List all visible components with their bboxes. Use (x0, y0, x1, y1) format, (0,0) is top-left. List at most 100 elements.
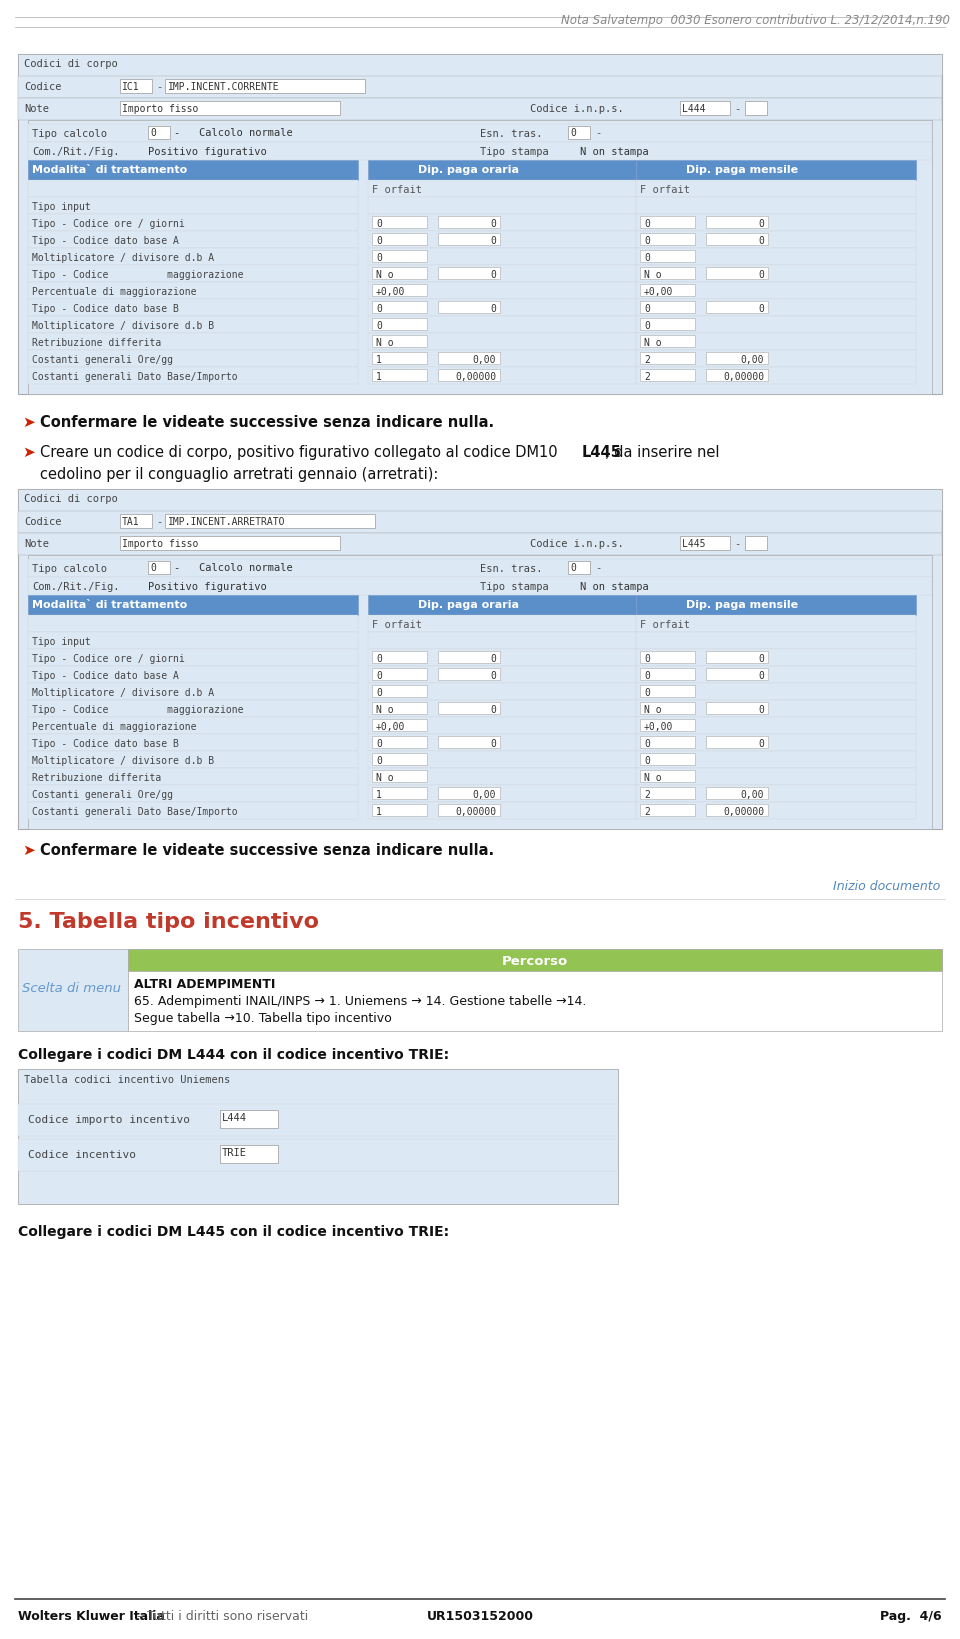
Text: F orfait: F orfait (372, 620, 422, 629)
FancyBboxPatch shape (368, 215, 636, 231)
FancyBboxPatch shape (165, 80, 365, 93)
Text: 0: 0 (491, 303, 496, 313)
Text: IMP.INCENT.CORRENTE: IMP.INCENT.CORRENTE (168, 82, 279, 92)
FancyBboxPatch shape (28, 300, 358, 316)
Text: Esn. tras.: Esn. tras. (480, 564, 542, 574)
FancyBboxPatch shape (28, 667, 358, 683)
FancyBboxPatch shape (706, 352, 768, 365)
Text: 0: 0 (758, 670, 764, 680)
Text: ALTRI ADEMPIMENTI: ALTRI ADEMPIMENTI (134, 977, 276, 990)
FancyBboxPatch shape (636, 616, 916, 633)
Text: 0: 0 (570, 128, 576, 138)
FancyBboxPatch shape (148, 126, 170, 139)
Text: 0: 0 (644, 654, 650, 664)
FancyBboxPatch shape (636, 752, 916, 769)
Text: Costanti generali Dato Base/Importo: Costanti generali Dato Base/Importo (32, 372, 238, 382)
FancyBboxPatch shape (28, 785, 358, 803)
FancyBboxPatch shape (636, 734, 916, 752)
Text: 0: 0 (758, 270, 764, 280)
FancyBboxPatch shape (368, 683, 636, 700)
Text: Segue tabella →10. Tabella tipo incentivo: Segue tabella →10. Tabella tipo incentiv… (134, 1011, 392, 1024)
Text: Tipo - Codice dato base B: Tipo - Codice dato base B (32, 303, 179, 313)
Text: Percentuale di maggiorazione: Percentuale di maggiorazione (32, 287, 197, 297)
FancyBboxPatch shape (368, 595, 636, 616)
Text: 0: 0 (376, 220, 382, 229)
Text: Tipo - Codice ore / giorni: Tipo - Codice ore / giorni (32, 220, 184, 229)
FancyBboxPatch shape (636, 683, 916, 700)
FancyBboxPatch shape (640, 703, 695, 715)
Text: 0: 0 (644, 670, 650, 680)
Text: -: - (734, 103, 740, 115)
Text: 0: 0 (376, 688, 382, 698)
Text: Confermare le videate successive senza indicare nulla.: Confermare le videate successive senza i… (40, 415, 494, 429)
Text: Pag.  4/6: Pag. 4/6 (880, 1609, 942, 1623)
Text: Codice importo incentivo: Codice importo incentivo (28, 1115, 190, 1124)
FancyBboxPatch shape (636, 334, 916, 351)
FancyBboxPatch shape (438, 652, 500, 664)
FancyBboxPatch shape (372, 652, 427, 664)
FancyBboxPatch shape (220, 1110, 278, 1128)
Text: Tipo stampa: Tipo stampa (480, 582, 549, 592)
Text: Moltiplicatore / divisore d.b A: Moltiplicatore / divisore d.b A (32, 252, 214, 262)
Text: IMP.INCENT.ARRETRATO: IMP.INCENT.ARRETRATO (168, 516, 285, 526)
FancyBboxPatch shape (636, 803, 916, 820)
Text: 2: 2 (644, 790, 650, 800)
Text: Scelta di menu: Scelta di menu (22, 982, 121, 995)
FancyBboxPatch shape (28, 734, 358, 752)
Text: Collegare i codici DM L445 con il codice incentivo TRIE:: Collegare i codici DM L445 con il codice… (18, 1224, 449, 1237)
FancyBboxPatch shape (148, 562, 170, 575)
Text: Dip. paga mensile: Dip. paga mensile (686, 166, 798, 175)
Text: 0: 0 (644, 756, 650, 765)
Text: N on stampa: N on stampa (580, 582, 649, 592)
FancyBboxPatch shape (636, 633, 916, 649)
Text: 0,00000: 0,00000 (723, 806, 764, 816)
Text: 0: 0 (150, 562, 156, 572)
Text: Com./Rit./Fig.: Com./Rit./Fig. (32, 582, 119, 592)
FancyBboxPatch shape (28, 198, 358, 215)
Text: N o: N o (376, 338, 394, 347)
FancyBboxPatch shape (120, 515, 152, 529)
FancyBboxPatch shape (120, 536, 340, 551)
FancyBboxPatch shape (636, 351, 916, 367)
Text: Tipo - Codice          maggiorazione: Tipo - Codice maggiorazione (32, 705, 244, 715)
Text: Codici di corpo: Codici di corpo (24, 493, 118, 503)
Text: Percorso: Percorso (502, 954, 568, 967)
Text: 0: 0 (491, 236, 496, 246)
FancyBboxPatch shape (706, 302, 768, 313)
Text: 0,00: 0,00 (472, 354, 496, 365)
FancyBboxPatch shape (368, 616, 636, 633)
Text: 0: 0 (491, 220, 496, 229)
Text: 1: 1 (376, 806, 382, 816)
FancyBboxPatch shape (640, 770, 695, 782)
FancyBboxPatch shape (636, 316, 916, 334)
FancyBboxPatch shape (28, 125, 932, 143)
FancyBboxPatch shape (28, 718, 358, 734)
FancyBboxPatch shape (28, 334, 358, 351)
FancyBboxPatch shape (438, 267, 500, 280)
Text: N o: N o (644, 338, 661, 347)
FancyBboxPatch shape (368, 351, 636, 367)
Text: cedolino per il conguaglio arretrati gennaio (arretrati):: cedolino per il conguaglio arretrati gen… (40, 467, 439, 482)
FancyBboxPatch shape (18, 56, 942, 395)
Text: Codice i.n.p.s.: Codice i.n.p.s. (530, 539, 624, 549)
Text: L444: L444 (682, 103, 706, 115)
Text: L445: L445 (682, 539, 706, 549)
Text: 0: 0 (376, 739, 382, 749)
FancyBboxPatch shape (368, 752, 636, 769)
FancyBboxPatch shape (372, 285, 427, 297)
FancyBboxPatch shape (368, 198, 636, 215)
FancyBboxPatch shape (372, 720, 427, 731)
Text: UR1503152000: UR1503152000 (426, 1609, 534, 1623)
Text: Moltiplicatore / divisore d.b A: Moltiplicatore / divisore d.b A (32, 688, 214, 698)
FancyBboxPatch shape (368, 718, 636, 734)
FancyBboxPatch shape (28, 616, 358, 633)
FancyBboxPatch shape (568, 562, 590, 575)
Text: +0,00: +0,00 (644, 287, 673, 297)
Text: 0: 0 (758, 220, 764, 229)
FancyBboxPatch shape (28, 143, 932, 161)
Text: Moltiplicatore / divisore d.b B: Moltiplicatore / divisore d.b B (32, 321, 214, 331)
Text: ➤: ➤ (22, 415, 35, 429)
Text: N o: N o (644, 772, 661, 782)
FancyBboxPatch shape (636, 284, 916, 300)
FancyBboxPatch shape (28, 683, 358, 700)
